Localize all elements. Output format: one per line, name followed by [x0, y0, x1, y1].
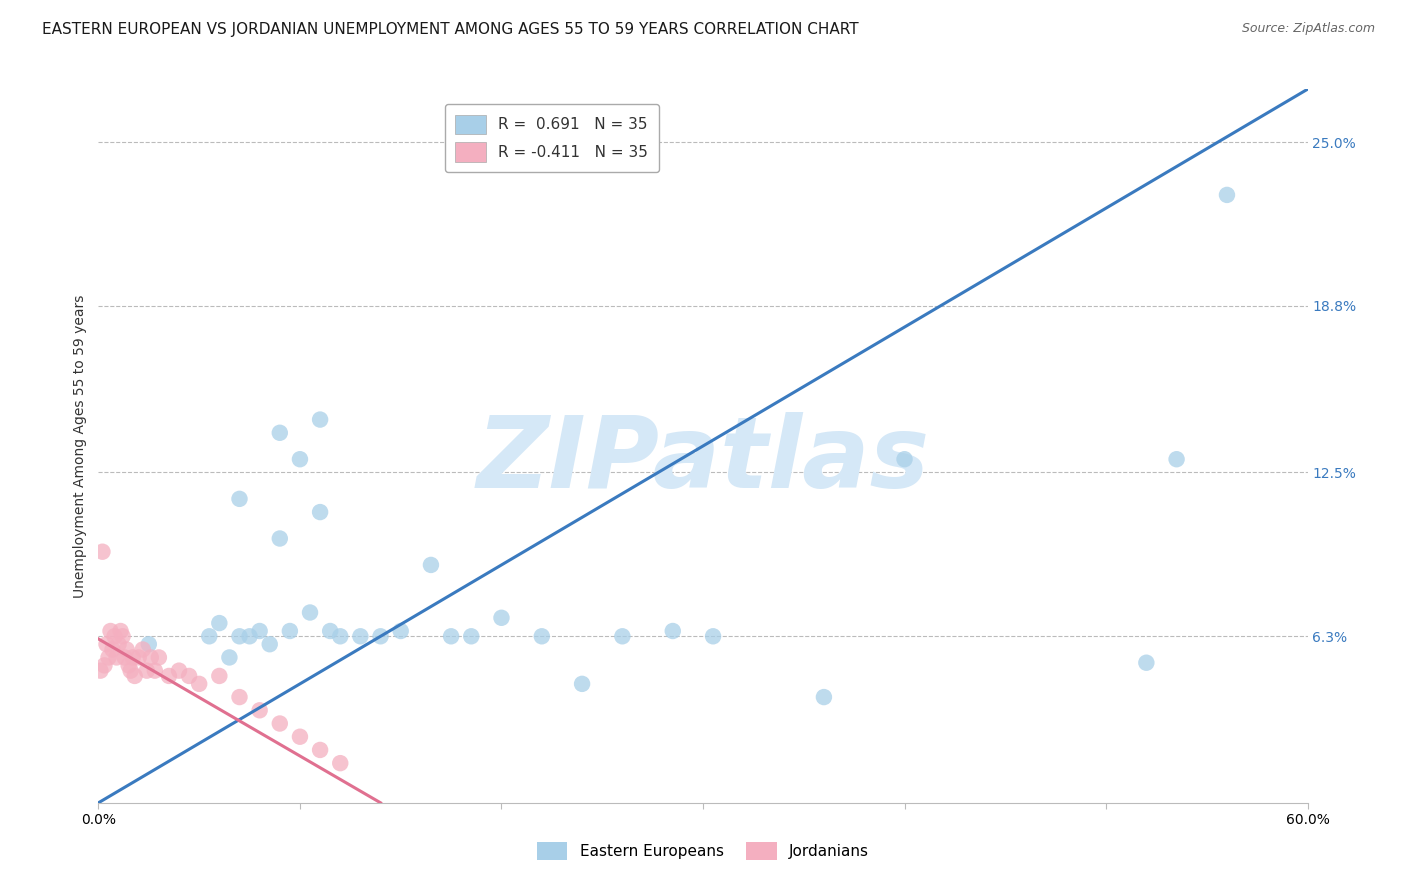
Point	[96, 637, 118, 651]
Y-axis label: Unemployment Among Ages 55 to 59 years: Unemployment Among Ages 55 to 59 years	[73, 294, 87, 598]
Point	[91, 545, 114, 559]
Point	[389, 624, 412, 638]
Point	[100, 624, 122, 638]
Point	[208, 616, 231, 631]
Point	[309, 743, 332, 757]
Text: EASTERN EUROPEAN VS JORDANIAN UNEMPLOYMENT AMONG AGES 55 TO 59 YEARS CORRELATION: EASTERN EUROPEAN VS JORDANIAN UNEMPLOYME…	[42, 22, 859, 37]
Point	[491, 611, 513, 625]
Point	[288, 730, 311, 744]
Point	[121, 650, 143, 665]
Point	[249, 703, 271, 717]
Point	[135, 664, 157, 678]
Legend: Eastern Europeans, Jordanians: Eastern Europeans, Jordanians	[530, 836, 876, 866]
Point	[128, 650, 150, 665]
Point	[1216, 188, 1239, 202]
Point	[288, 452, 311, 467]
Point	[115, 642, 138, 657]
Point	[143, 664, 166, 678]
Point	[198, 629, 221, 643]
Text: Source: ZipAtlas.com: Source: ZipAtlas.com	[1241, 22, 1375, 36]
Point	[319, 624, 342, 638]
Point	[111, 629, 134, 643]
Point	[278, 624, 301, 638]
Point	[460, 629, 482, 643]
Point	[218, 650, 240, 665]
Point	[138, 637, 160, 651]
Point	[228, 491, 250, 506]
Point	[269, 716, 291, 731]
Point	[148, 650, 170, 665]
Point	[269, 425, 291, 440]
Point	[97, 650, 120, 665]
Point	[349, 629, 371, 643]
Point	[124, 669, 146, 683]
Point	[893, 452, 915, 467]
Point	[612, 629, 634, 643]
Point	[208, 669, 231, 683]
Point	[105, 650, 128, 665]
Point	[118, 658, 141, 673]
Point	[702, 629, 724, 643]
Point	[132, 642, 155, 657]
Point	[114, 650, 136, 665]
Point	[299, 606, 322, 620]
Point	[179, 669, 201, 683]
Point	[239, 629, 262, 643]
Point	[309, 412, 332, 426]
Point	[167, 664, 190, 678]
Point	[370, 629, 392, 643]
Point	[89, 664, 111, 678]
Point	[329, 756, 352, 771]
Point	[93, 658, 115, 673]
Point	[440, 629, 463, 643]
Point	[228, 629, 250, 643]
Point	[571, 677, 593, 691]
Point	[420, 558, 443, 572]
Point	[188, 677, 211, 691]
Text: ZIPatlas: ZIPatlas	[477, 412, 929, 508]
Point	[228, 690, 250, 704]
Point	[103, 629, 125, 643]
Point	[530, 629, 553, 643]
Point	[661, 624, 683, 638]
Point	[269, 532, 291, 546]
Point	[101, 642, 124, 657]
Point	[157, 669, 180, 683]
Point	[139, 650, 162, 665]
Point	[1166, 452, 1188, 467]
Point	[107, 637, 129, 651]
Point	[309, 505, 332, 519]
Point	[120, 664, 142, 678]
Point	[259, 637, 281, 651]
Point	[110, 624, 132, 638]
Point	[813, 690, 835, 704]
Point	[249, 624, 271, 638]
Point	[1135, 656, 1157, 670]
Point	[329, 629, 352, 643]
